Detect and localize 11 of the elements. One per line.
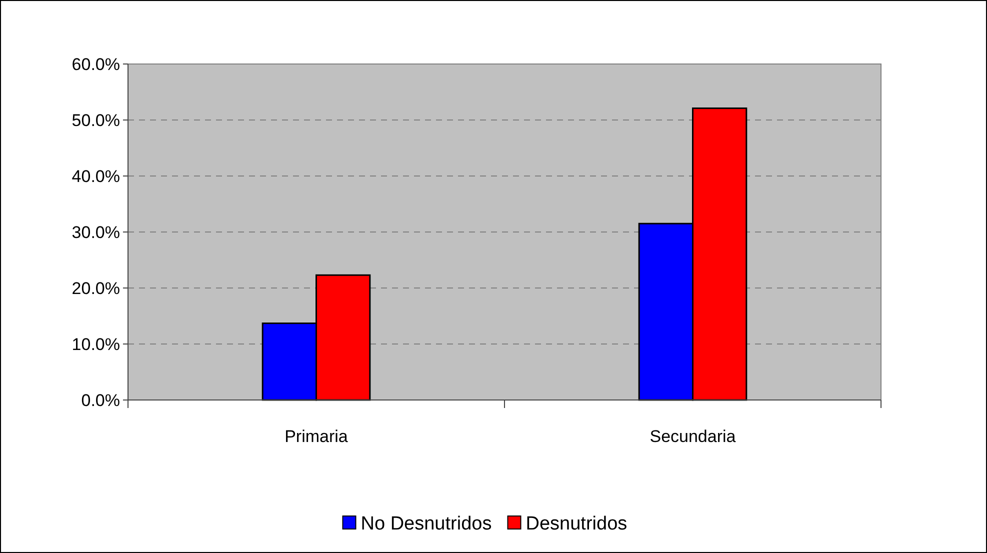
y-tick-label: 40.0% [72, 166, 120, 186]
x-tick-label: Primaria [284, 427, 348, 446]
y-tick-label: 60.0% [72, 54, 120, 74]
x-tick-label: Secundaria [650, 427, 736, 446]
y-tick-label: 10.0% [72, 334, 120, 354]
legend-label: No Desnutridos [360, 514, 492, 535]
y-tick-label: 0.0% [81, 390, 120, 410]
y-tick-label: 20.0% [72, 278, 120, 298]
legend-label: Desnutridos [526, 514, 628, 535]
y-tick-label: 30.0% [72, 222, 120, 242]
y-tick-label: 50.0% [72, 110, 120, 130]
